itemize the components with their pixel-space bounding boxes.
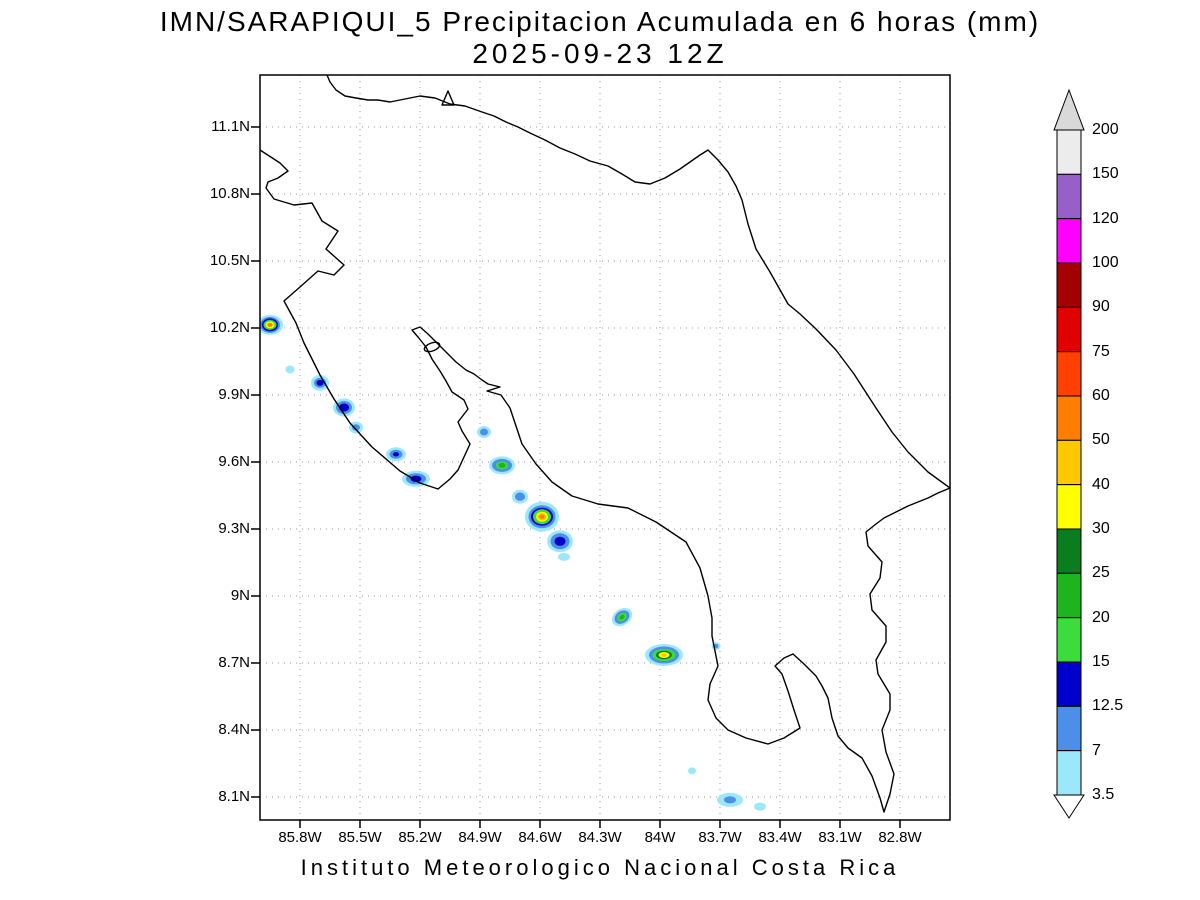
colorbar-level-label: 7	[1092, 742, 1101, 759]
colorbar-segment	[1056, 306, 1082, 353]
lat-tick-label: 8.7N	[218, 654, 250, 671]
chart-subtitle: 2025-09-23 12Z	[472, 38, 728, 69]
colorbar-level-label: 20	[1092, 609, 1110, 626]
precip-cell-ring	[558, 552, 570, 561]
axis-ticks	[251, 126, 901, 828]
footer-attribution: Instituto Meteorologico Nacional Costa R…	[300, 855, 900, 880]
precip-cell-ring	[688, 767, 696, 775]
precip-cell-ring	[515, 492, 525, 501]
colorbar-segment	[1056, 572, 1082, 619]
map-plot-area	[251, 74, 951, 828]
lon-tick-label: 84.6W	[518, 829, 562, 846]
colorbar-level-label: 25	[1092, 564, 1110, 581]
grid-lines	[260, 75, 950, 820]
precip-cell-ring	[352, 424, 360, 431]
precip-cell-ring	[539, 514, 545, 519]
lat-tick-label: 8.1N	[218, 788, 250, 805]
precip-cell-ring	[410, 475, 422, 482]
lon-tick-label: 83.7W	[698, 829, 742, 846]
lon-tick-label: 85.5W	[338, 829, 382, 846]
colorbar-level-label: 3.5	[1092, 786, 1115, 803]
colorbar	[1050, 84, 1090, 834]
chira-island	[423, 341, 441, 353]
colorbar-segment	[1056, 262, 1082, 308]
lat-tick-label: 10.2N	[209, 319, 250, 336]
colorbar-level-label: 120	[1092, 210, 1119, 227]
lat-tick-label: 10.8N	[209, 185, 250, 202]
colorbar-segment	[1056, 395, 1082, 441]
colorbar-segment	[1056, 661, 1082, 707]
colorbar-segment	[1056, 617, 1082, 663]
colorbar-level-label: 75	[1092, 343, 1110, 360]
colorbar-level-label: 90	[1092, 298, 1110, 315]
colorbar-scale	[1053, 88, 1085, 819]
colorbar-level-label: 200	[1092, 121, 1119, 138]
colorbar-segment	[1056, 173, 1082, 220]
colorbar-level-label: 60	[1092, 387, 1110, 404]
lat-tick-label: 9.3N	[218, 520, 250, 537]
map-frame	[259, 74, 951, 821]
lat-tick-label: 9.6N	[218, 453, 250, 470]
lat-tick-label: 9N	[230, 587, 250, 604]
colorbar-segment	[1056, 528, 1082, 574]
precip-cell-ring	[661, 653, 667, 657]
colorbar-level-label: 50	[1092, 431, 1110, 448]
lat-tick-label: 10.5N	[209, 252, 250, 269]
colorbar-segment	[1056, 750, 1082, 796]
precip-cell-ring	[619, 614, 625, 620]
chart-title: IMN/SARAPIQUI_5 Precipitacion Acumulada …	[159, 6, 1041, 37]
lon-tick-label: 83.4W	[758, 829, 802, 846]
lon-tick-label: 84.3W	[578, 829, 622, 846]
colorbar-level-label: 15	[1092, 653, 1110, 670]
colorbar-segment	[1056, 351, 1082, 397]
colorbar-level-label: 150	[1092, 165, 1119, 182]
colorbar-segment	[1056, 705, 1082, 752]
lon-tick-label: 85.8W	[278, 829, 322, 846]
precip-cell-ring	[267, 322, 273, 327]
colorbar-segment	[1056, 129, 1082, 175]
lon-tick-label: 83.1W	[818, 829, 862, 846]
colorbar-level-label: 30	[1092, 520, 1110, 537]
precip-cell-ring	[480, 428, 488, 436]
precip-cell-ring	[554, 536, 566, 546]
precipitation-cells	[260, 314, 766, 811]
precip-cell-ring	[316, 379, 324, 386]
colorbar-segment	[1056, 218, 1082, 264]
lon-tick-label: 85.2W	[398, 829, 442, 846]
colorbar-level-label: 100	[1092, 254, 1119, 271]
lon-tick-label: 84W	[644, 829, 676, 846]
precip-cell-ring	[393, 452, 399, 457]
precip-cell-ring	[754, 802, 766, 811]
lat-tick-label: 9.9N	[218, 386, 250, 403]
lon-tick-label: 82.8W	[878, 829, 922, 846]
coastlines	[260, 75, 950, 813]
lon-tick-label: 84.9W	[458, 829, 502, 846]
colorbar-level-label: 12.5	[1092, 697, 1124, 714]
colorbar-level-label: 40	[1092, 476, 1110, 493]
lat-tick-label: 11.1N	[211, 118, 250, 135]
colorbar-segment	[1056, 484, 1082, 530]
colorbar-arrow-bottom	[1053, 794, 1085, 819]
lat-tick-label: 8.4N	[218, 721, 250, 738]
precip-cell-ring	[498, 462, 506, 468]
precip-cell-ring	[285, 365, 295, 374]
colorbar-segment	[1056, 439, 1082, 486]
precip-cell-ring	[724, 796, 736, 804]
colorbar-arrow-top	[1053, 88, 1085, 131]
ometepe-island	[441, 90, 455, 106]
costa-rica-coastline	[260, 75, 950, 813]
